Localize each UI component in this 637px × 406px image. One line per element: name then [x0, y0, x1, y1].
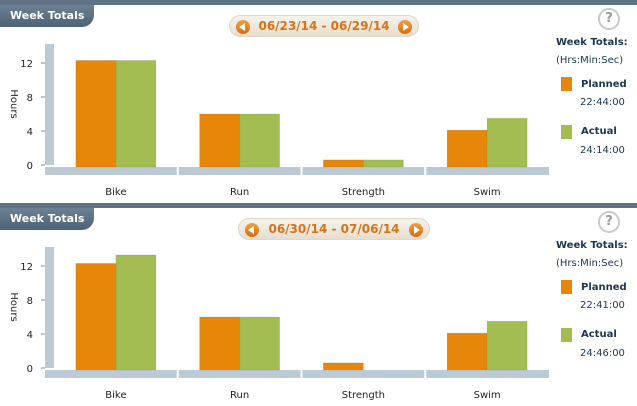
- date-navigator: 06/23/14 - 06/29/14: [229, 15, 419, 37]
- planned-bar: [199, 316, 241, 371]
- actual-bar: [239, 113, 281, 168]
- x-axis-separator: [176, 167, 179, 175]
- planned-value: 22:44:00: [580, 97, 625, 108]
- actual-swatch: [561, 328, 572, 342]
- planned-bar: [446, 332, 488, 371]
- date-range: 06/30/14 - 07/06/14: [268, 222, 400, 236]
- actual-label: Actual: [581, 329, 617, 340]
- y-tick-label: 8: [27, 93, 33, 104]
- actual-bar: [115, 59, 157, 168]
- panel-title: Week Totals: [0, 208, 94, 230]
- y-axis-bar: [45, 44, 54, 165]
- planned-label: Planned: [581, 79, 627, 90]
- y-tick-label: 12: [20, 262, 33, 273]
- next-week-arrow-icon[interactable]: [398, 20, 412, 34]
- legend-unit: (Hrs:Min:Sec): [556, 55, 624, 66]
- next-week-arrow-icon[interactable]: [409, 223, 423, 237]
- date-navigator: 06/30/14 - 07/06/14: [238, 218, 430, 240]
- planned-bar: [75, 262, 117, 371]
- planned-swatch: [561, 280, 572, 294]
- previous-week-arrow-icon[interactable]: [236, 20, 250, 34]
- actual-bar: [239, 316, 281, 371]
- x-tick-label: Run: [230, 187, 249, 198]
- x-axis-separator: [300, 370, 303, 378]
- week-totals-chart: 0 4 8 12 Hours Bike Run Strength Swim: [8, 247, 549, 401]
- y-tick-label: 8: [27, 296, 33, 307]
- header-bar: [0, 0, 637, 5]
- x-axis-separator: [176, 370, 179, 378]
- planned-bar: [199, 113, 241, 168]
- x-tick-label: Swim: [474, 390, 501, 401]
- actual-value: 24:14:00: [580, 145, 625, 156]
- legend-unit: (Hrs:Min:Sec): [556, 258, 624, 269]
- y-tick-label: 12: [20, 59, 33, 70]
- y-axis-label: Hours: [8, 292, 19, 321]
- help-icon[interactable]: ?: [598, 211, 620, 233]
- x-axis-separator: [300, 167, 303, 175]
- x-tick-label: Strength: [342, 390, 385, 401]
- planned-bar: [446, 129, 488, 168]
- x-axis-bar: [45, 370, 549, 378]
- actual-bar: [486, 320, 528, 371]
- planned-bar: [322, 362, 364, 371]
- week-totals-panel: Week Totals 06/30/14 - 07/06/14 ? 0 4 8 12 H…: [0, 203, 637, 406]
- legend-title: Week Totals:: [556, 240, 628, 251]
- panel-title: Week Totals: [0, 5, 94, 27]
- x-axis-bar: [45, 167, 549, 175]
- y-tick-label: 4: [27, 127, 33, 138]
- planned-label: Planned: [581, 282, 627, 293]
- previous-week-arrow-icon[interactable]: [245, 223, 259, 237]
- header-bar: [0, 203, 637, 208]
- week-totals-chart: 0 4 8 12 Hours Bike Run Strength Swim: [8, 44, 549, 198]
- week-totals-panel: Week Totals 06/23/14 - 06/29/14 ? 0 4 8 12 H…: [0, 0, 637, 198]
- planned-bar: [322, 159, 364, 168]
- help-icon[interactable]: ?: [598, 8, 620, 30]
- planned-bar: [75, 59, 117, 168]
- y-tick-label: 0: [27, 364, 33, 375]
- x-tick-label: Swim: [474, 187, 501, 198]
- planned-swatch: [561, 77, 572, 91]
- date-range: 06/23/14 - 06/29/14: [258, 19, 390, 33]
- y-tick-label: 4: [27, 330, 33, 341]
- x-axis-separator: [424, 167, 427, 175]
- x-tick-label: Run: [230, 390, 249, 401]
- actual-bar: [362, 159, 404, 168]
- y-axis-bar: [45, 247, 54, 368]
- x-axis-separator: [424, 370, 427, 378]
- legend-title: Week Totals:: [556, 37, 628, 48]
- x-tick-label: Bike: [105, 187, 126, 198]
- actual-swatch: [561, 125, 572, 139]
- actual-value: 24:46:00: [580, 348, 625, 359]
- x-tick-label: Strength: [342, 187, 385, 198]
- y-axis-label: Hours: [8, 89, 19, 118]
- actual-bar: [115, 254, 157, 371]
- x-tick-label: Bike: [105, 390, 126, 401]
- actual-bar: [486, 117, 528, 168]
- y-tick-label: 0: [27, 161, 33, 172]
- actual-label: Actual: [581, 126, 617, 137]
- planned-value: 22:41:00: [580, 300, 625, 311]
